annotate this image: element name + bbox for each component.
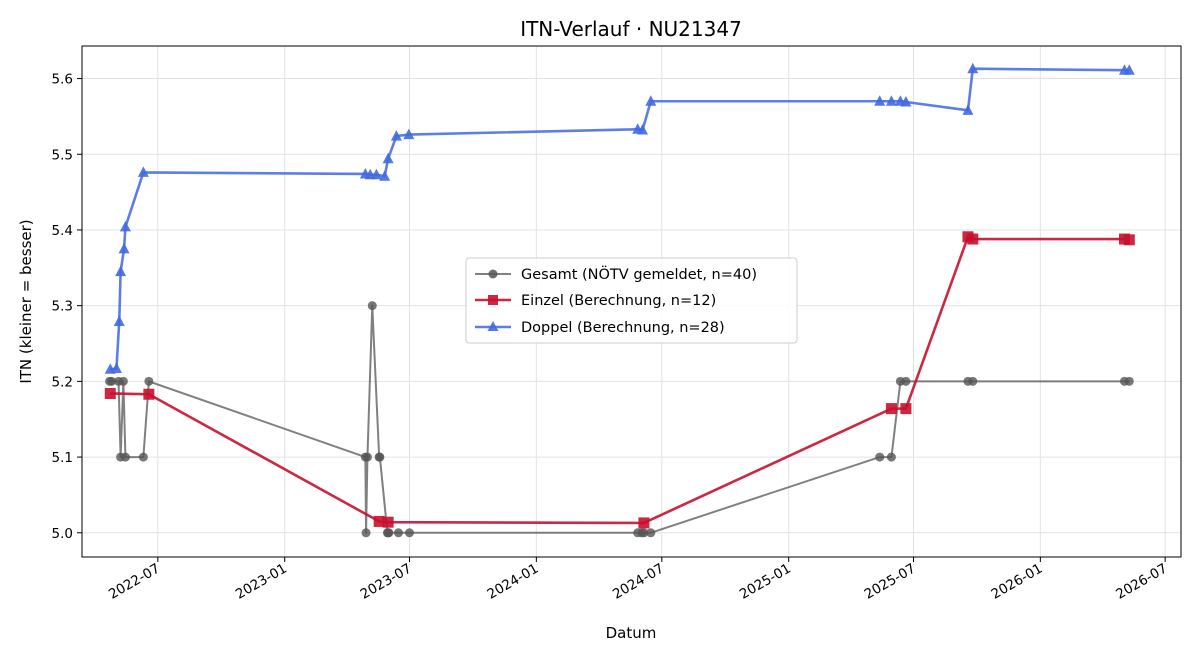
data-point-doppel bbox=[403, 128, 415, 140]
y-axis-label: ITN (kleiner = besser) bbox=[17, 219, 35, 383]
legend-label-gesamt: Gesamt (NÖTV gemeldet, n=40) bbox=[521, 265, 757, 283]
data-point-gesamt bbox=[375, 452, 385, 462]
data-point-doppel bbox=[962, 104, 974, 115]
data-point-einzel bbox=[382, 516, 394, 528]
data-point-gesamt bbox=[639, 528, 649, 538]
data-point-gesamt bbox=[875, 452, 885, 462]
data-point-einzel bbox=[885, 403, 897, 415]
data-point-doppel bbox=[885, 95, 897, 106]
data-point-gesamt bbox=[144, 376, 154, 386]
data-point-einzel bbox=[638, 517, 650, 529]
data-point-doppel bbox=[370, 168, 382, 180]
data-point-gesamt bbox=[404, 528, 414, 538]
y-tick-label: 5.0 bbox=[52, 526, 73, 542]
data-point-doppel bbox=[119, 220, 131, 232]
data-point-gesamt bbox=[138, 452, 148, 462]
data-point-doppel bbox=[382, 152, 394, 164]
legend-marker-gesamt bbox=[488, 269, 498, 279]
legend-entry-einzel: Einzel (Berechnung, n=12) bbox=[475, 293, 716, 309]
data-point-doppel bbox=[874, 95, 886, 106]
data-point-gesamt bbox=[384, 528, 394, 538]
y-tick-label: 5.4 bbox=[52, 223, 73, 239]
series-einzel bbox=[104, 231, 1135, 529]
data-point-einzel bbox=[967, 233, 979, 245]
data-point-gesamt bbox=[367, 301, 377, 311]
data-point-doppel bbox=[379, 170, 391, 181]
data-point-einzel bbox=[104, 387, 116, 399]
data-point-gesamt bbox=[118, 376, 128, 386]
legend-label-einzel: Einzel (Berechnung, n=12) bbox=[521, 293, 716, 309]
data-point-doppel bbox=[118, 242, 130, 254]
data-point-gesamt bbox=[120, 452, 130, 462]
data-point-doppel bbox=[390, 130, 402, 141]
data-point-doppel bbox=[1123, 64, 1135, 75]
legend: Gesamt (NÖTV gemeldet, n=40) Einzel (Ber… bbox=[465, 257, 798, 344]
data-point-gesamt bbox=[1124, 376, 1134, 386]
chart-title: ITN-Verlauf · NU21347 bbox=[520, 17, 742, 41]
data-point-gesamt bbox=[107, 376, 117, 386]
series-gesamt bbox=[105, 301, 1134, 538]
legend-marker-doppel bbox=[487, 321, 499, 331]
data-point-einzel bbox=[143, 388, 155, 400]
data-point-doppel bbox=[110, 362, 122, 373]
legend-marker-einzel bbox=[488, 295, 498, 305]
series-doppel bbox=[104, 62, 1135, 374]
data-point-gesamt bbox=[361, 528, 371, 538]
data-point-doppel bbox=[115, 265, 127, 277]
legend-label-doppel: Doppel (Berechnung, n=28) bbox=[521, 320, 725, 336]
data-point-gesamt bbox=[968, 376, 978, 386]
data-point-doppel bbox=[900, 96, 912, 107]
data-point-einzel bbox=[1123, 234, 1135, 246]
data-point-einzel bbox=[373, 515, 385, 527]
x-axis-label: Datum bbox=[606, 624, 657, 642]
data-point-einzel bbox=[900, 403, 912, 415]
legend-box bbox=[465, 257, 798, 344]
y-tick-label: 5.1 bbox=[52, 450, 73, 466]
data-point-gesamt bbox=[901, 376, 911, 386]
y-tick-label: 5.6 bbox=[52, 72, 73, 88]
data-point-doppel bbox=[113, 315, 125, 327]
legend-entry-gesamt: Gesamt (NÖTV gemeldet, n=40) bbox=[475, 265, 757, 283]
series-layer bbox=[104, 62, 1135, 538]
data-point-doppel bbox=[637, 124, 649, 135]
data-point-gesamt bbox=[646, 528, 656, 538]
data-point-doppel bbox=[137, 166, 149, 177]
legend-entry-doppel: Doppel (Berechnung, n=28) bbox=[475, 320, 725, 336]
data-point-gesamt bbox=[393, 528, 403, 538]
y-tick-label: 5.2 bbox=[52, 374, 73, 390]
plot-frame bbox=[81, 45, 1182, 558]
data-point-gesamt bbox=[886, 452, 896, 462]
data-point-gesamt bbox=[362, 452, 372, 462]
y-tick-label: 5.5 bbox=[52, 147, 73, 163]
data-point-doppel bbox=[967, 62, 979, 74]
data-point-doppel bbox=[645, 95, 657, 106]
y-tick-label: 5.3 bbox=[52, 299, 73, 315]
